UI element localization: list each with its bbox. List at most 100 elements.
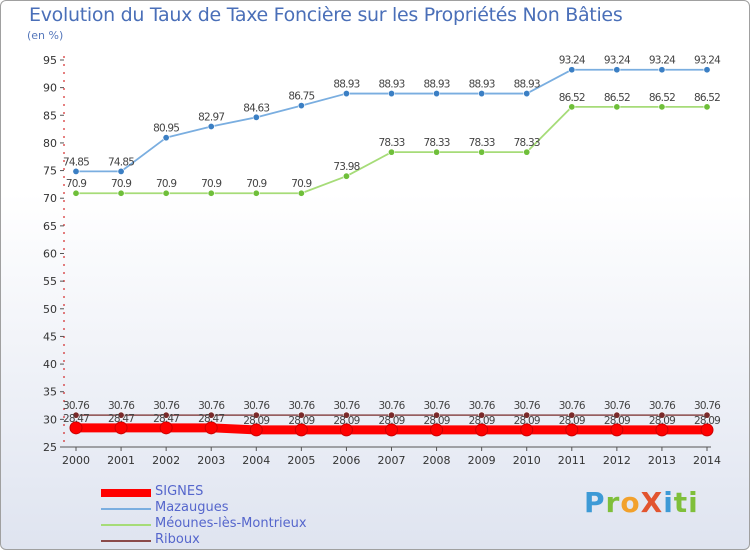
data-point[interactable] [207, 189, 215, 197]
data-point[interactable] [252, 113, 260, 121]
data-point[interactable] [207, 123, 215, 131]
data-point[interactable] [387, 411, 395, 419]
data-point[interactable] [117, 167, 125, 175]
data-point[interactable] [433, 148, 441, 156]
data-point[interactable] [117, 189, 125, 197]
data-label: 30.76 [559, 400, 586, 412]
data-point[interactable] [658, 103, 666, 111]
data-label: 30.76 [288, 400, 315, 412]
y-tick-label: 25 [43, 441, 57, 454]
data-point[interactable] [162, 411, 170, 419]
data-point[interactable] [658, 411, 666, 419]
data-label: 93.24 [604, 55, 631, 67]
data-point[interactable] [297, 411, 305, 419]
data-label: 28.09 [514, 415, 540, 427]
data-point[interactable] [342, 411, 350, 419]
data-point[interactable] [475, 423, 489, 437]
data-label: 86.52 [604, 92, 630, 104]
data-point[interactable] [478, 148, 486, 156]
data-point[interactable] [523, 90, 531, 98]
data-point[interactable] [159, 421, 173, 435]
data-point[interactable] [342, 90, 350, 98]
data-point[interactable] [72, 189, 80, 197]
logo-letter: i [663, 486, 674, 519]
data-point[interactable] [565, 423, 579, 437]
data-point[interactable] [568, 103, 576, 111]
data-label: 86.52 [559, 92, 585, 104]
data-point[interactable] [387, 148, 395, 156]
data-point[interactable] [72, 167, 80, 175]
data-point[interactable] [433, 411, 441, 419]
data-point[interactable] [114, 421, 128, 435]
data-point[interactable] [204, 421, 218, 435]
data-label: 93.24 [694, 55, 721, 67]
data-point[interactable] [613, 103, 621, 111]
data-label: 28.47 [63, 413, 89, 425]
data-point[interactable] [433, 90, 441, 98]
data-point[interactable] [523, 148, 531, 156]
data-point[interactable] [703, 66, 711, 74]
data-point[interactable] [568, 66, 576, 74]
data-point[interactable] [610, 423, 624, 437]
logo-letter: ti [673, 486, 699, 519]
data-point[interactable] [72, 411, 80, 419]
data-point[interactable] [117, 411, 125, 419]
data-label: 88.93 [378, 79, 404, 91]
logo-letter: r [605, 486, 621, 519]
data-point[interactable] [162, 189, 170, 197]
data-point[interactable] [385, 423, 398, 437]
data-label: 86.52 [694, 92, 720, 104]
data-point[interactable] [162, 134, 170, 142]
data-label: 30.76 [63, 400, 90, 412]
data-point[interactable] [613, 66, 621, 74]
data-point[interactable] [703, 103, 711, 111]
data-label: 78.33 [424, 137, 450, 149]
data-label: 74.85 [108, 156, 134, 168]
legend-label: Mazaugues [155, 500, 229, 515]
data-point[interactable] [387, 90, 395, 98]
data-point[interactable] [700, 423, 714, 437]
legend-swatch [101, 524, 151, 526]
y-tick-label: 30 [43, 413, 57, 426]
y-axis-unit: (en %) [27, 29, 64, 42]
data-point[interactable] [430, 423, 444, 437]
data-label: 30.76 [333, 400, 360, 412]
data-point[interactable] [523, 411, 531, 419]
logo-letter: o [620, 486, 641, 519]
data-point[interactable] [655, 423, 669, 437]
data-point[interactable] [297, 189, 305, 197]
logo-letter: P [584, 486, 606, 519]
y-tick-label: 50 [43, 303, 57, 316]
x-tick-label: 2007 [378, 454, 406, 467]
legend-swatch [101, 540, 151, 542]
data-label: 78.33 [514, 137, 540, 149]
data-point[interactable] [252, 189, 260, 197]
data-label: 73.98 [333, 161, 359, 173]
data-point[interactable] [252, 411, 260, 419]
data-point[interactable] [703, 411, 711, 419]
x-tick-label: 2000 [62, 454, 90, 467]
data-point[interactable] [478, 90, 486, 98]
data-point[interactable] [568, 411, 576, 419]
data-point[interactable] [207, 411, 215, 419]
data-point[interactable] [294, 423, 308, 437]
data-point[interactable] [342, 172, 350, 180]
legend-swatch [101, 489, 151, 497]
data-label: 28.47 [153, 413, 179, 425]
data-point[interactable] [339, 423, 353, 437]
data-point[interactable] [297, 102, 305, 110]
data-point[interactable] [658, 66, 666, 74]
data-point[interactable] [613, 411, 621, 419]
y-tick-label: 95 [43, 54, 57, 67]
data-point[interactable] [520, 423, 534, 437]
legend-label: Riboux [155, 532, 200, 547]
data-point[interactable] [249, 423, 263, 437]
data-label: 78.33 [469, 137, 495, 149]
data-point[interactable] [478, 411, 486, 419]
y-tick-label: 90 [43, 82, 57, 95]
x-tick-label: 2013 [648, 454, 676, 467]
data-label: 30.76 [153, 400, 180, 412]
data-point[interactable] [69, 421, 83, 435]
